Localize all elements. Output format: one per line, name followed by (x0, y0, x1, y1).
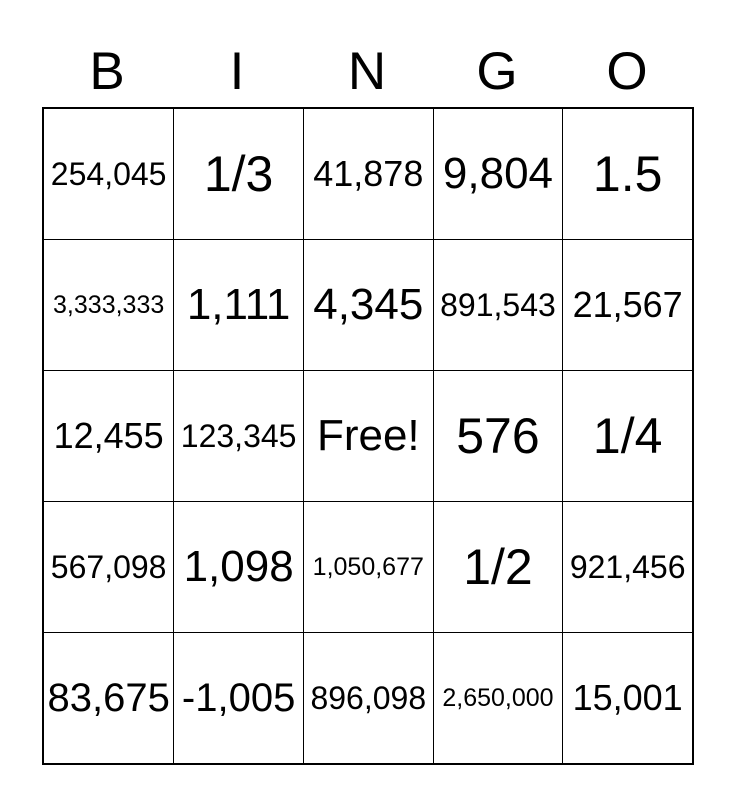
bingo-cell[interactable]: 3,333,333 (42, 239, 175, 371)
bingo-cell[interactable]: 15,001 (562, 632, 694, 765)
bingo-cell[interactable]: 41,878 (302, 107, 434, 240)
bingo-grid: 254,045 1/3 41,878 9,804 1.5 3,333,333 1… (42, 107, 694, 765)
bingo-cell[interactable]: 1/4 (562, 370, 694, 502)
title-letter-o: O (606, 42, 648, 101)
bingo-cell-free[interactable]: Free! (302, 370, 434, 502)
bingo-cell[interactable]: 83,675 (42, 632, 175, 765)
bingo-cell[interactable]: -1,005 (173, 632, 304, 765)
bingo-cell[interactable]: 21,567 (562, 239, 694, 371)
bingo-row: 254,045 1/3 41,878 9,804 1.5 (42, 107, 694, 240)
bingo-cell[interactable]: 9,804 (432, 107, 564, 240)
bingo-cell[interactable]: 2,650,000 (432, 632, 564, 765)
bingo-cell[interactable]: 12,455 (42, 370, 175, 502)
bingo-cell[interactable]: 4,345 (302, 239, 434, 371)
bingo-cell[interactable]: 1,098 (173, 501, 304, 633)
bingo-row: 12,455 123,345 Free! 576 1/4 (42, 370, 694, 502)
bingo-cell[interactable]: 567,098 (42, 501, 175, 633)
title-letter-n: N (347, 42, 387, 101)
bingo-cell[interactable]: 254,045 (42, 107, 175, 240)
bingo-cell[interactable]: 896,098 (302, 632, 434, 765)
bingo-row: 567,098 1,098 1,050,677 1/2 921,456 (42, 501, 694, 633)
bingo-cell[interactable]: 123,345 (173, 370, 304, 502)
bingo-cell[interactable]: 921,456 (562, 501, 694, 633)
title-letter-i: I (229, 42, 245, 101)
bingo-row: 3,333,333 1,111 4,345 891,543 21,567 (42, 239, 694, 371)
bingo-title: B I N G O (42, 44, 694, 99)
bingo-row: 83,675 -1,005 896,098 2,650,000 15,001 (42, 632, 694, 765)
title-letter-g: G (476, 42, 518, 101)
bingo-cell[interactable]: 891,543 (432, 239, 564, 371)
bingo-cell[interactable]: 1,111 (173, 239, 304, 371)
bingo-cell[interactable]: 1,050,677 (302, 501, 434, 633)
bingo-cell[interactable]: 1/3 (173, 107, 304, 240)
bingo-cell[interactable]: 576 (432, 370, 564, 502)
bingo-card: B I N G O 254,045 1/3 41,878 9,804 1.5 3… (42, 44, 694, 765)
bingo-cell[interactable]: 1/2 (432, 501, 564, 633)
bingo-cell[interactable]: 1.5 (562, 107, 694, 240)
title-letter-b: B (89, 42, 125, 101)
